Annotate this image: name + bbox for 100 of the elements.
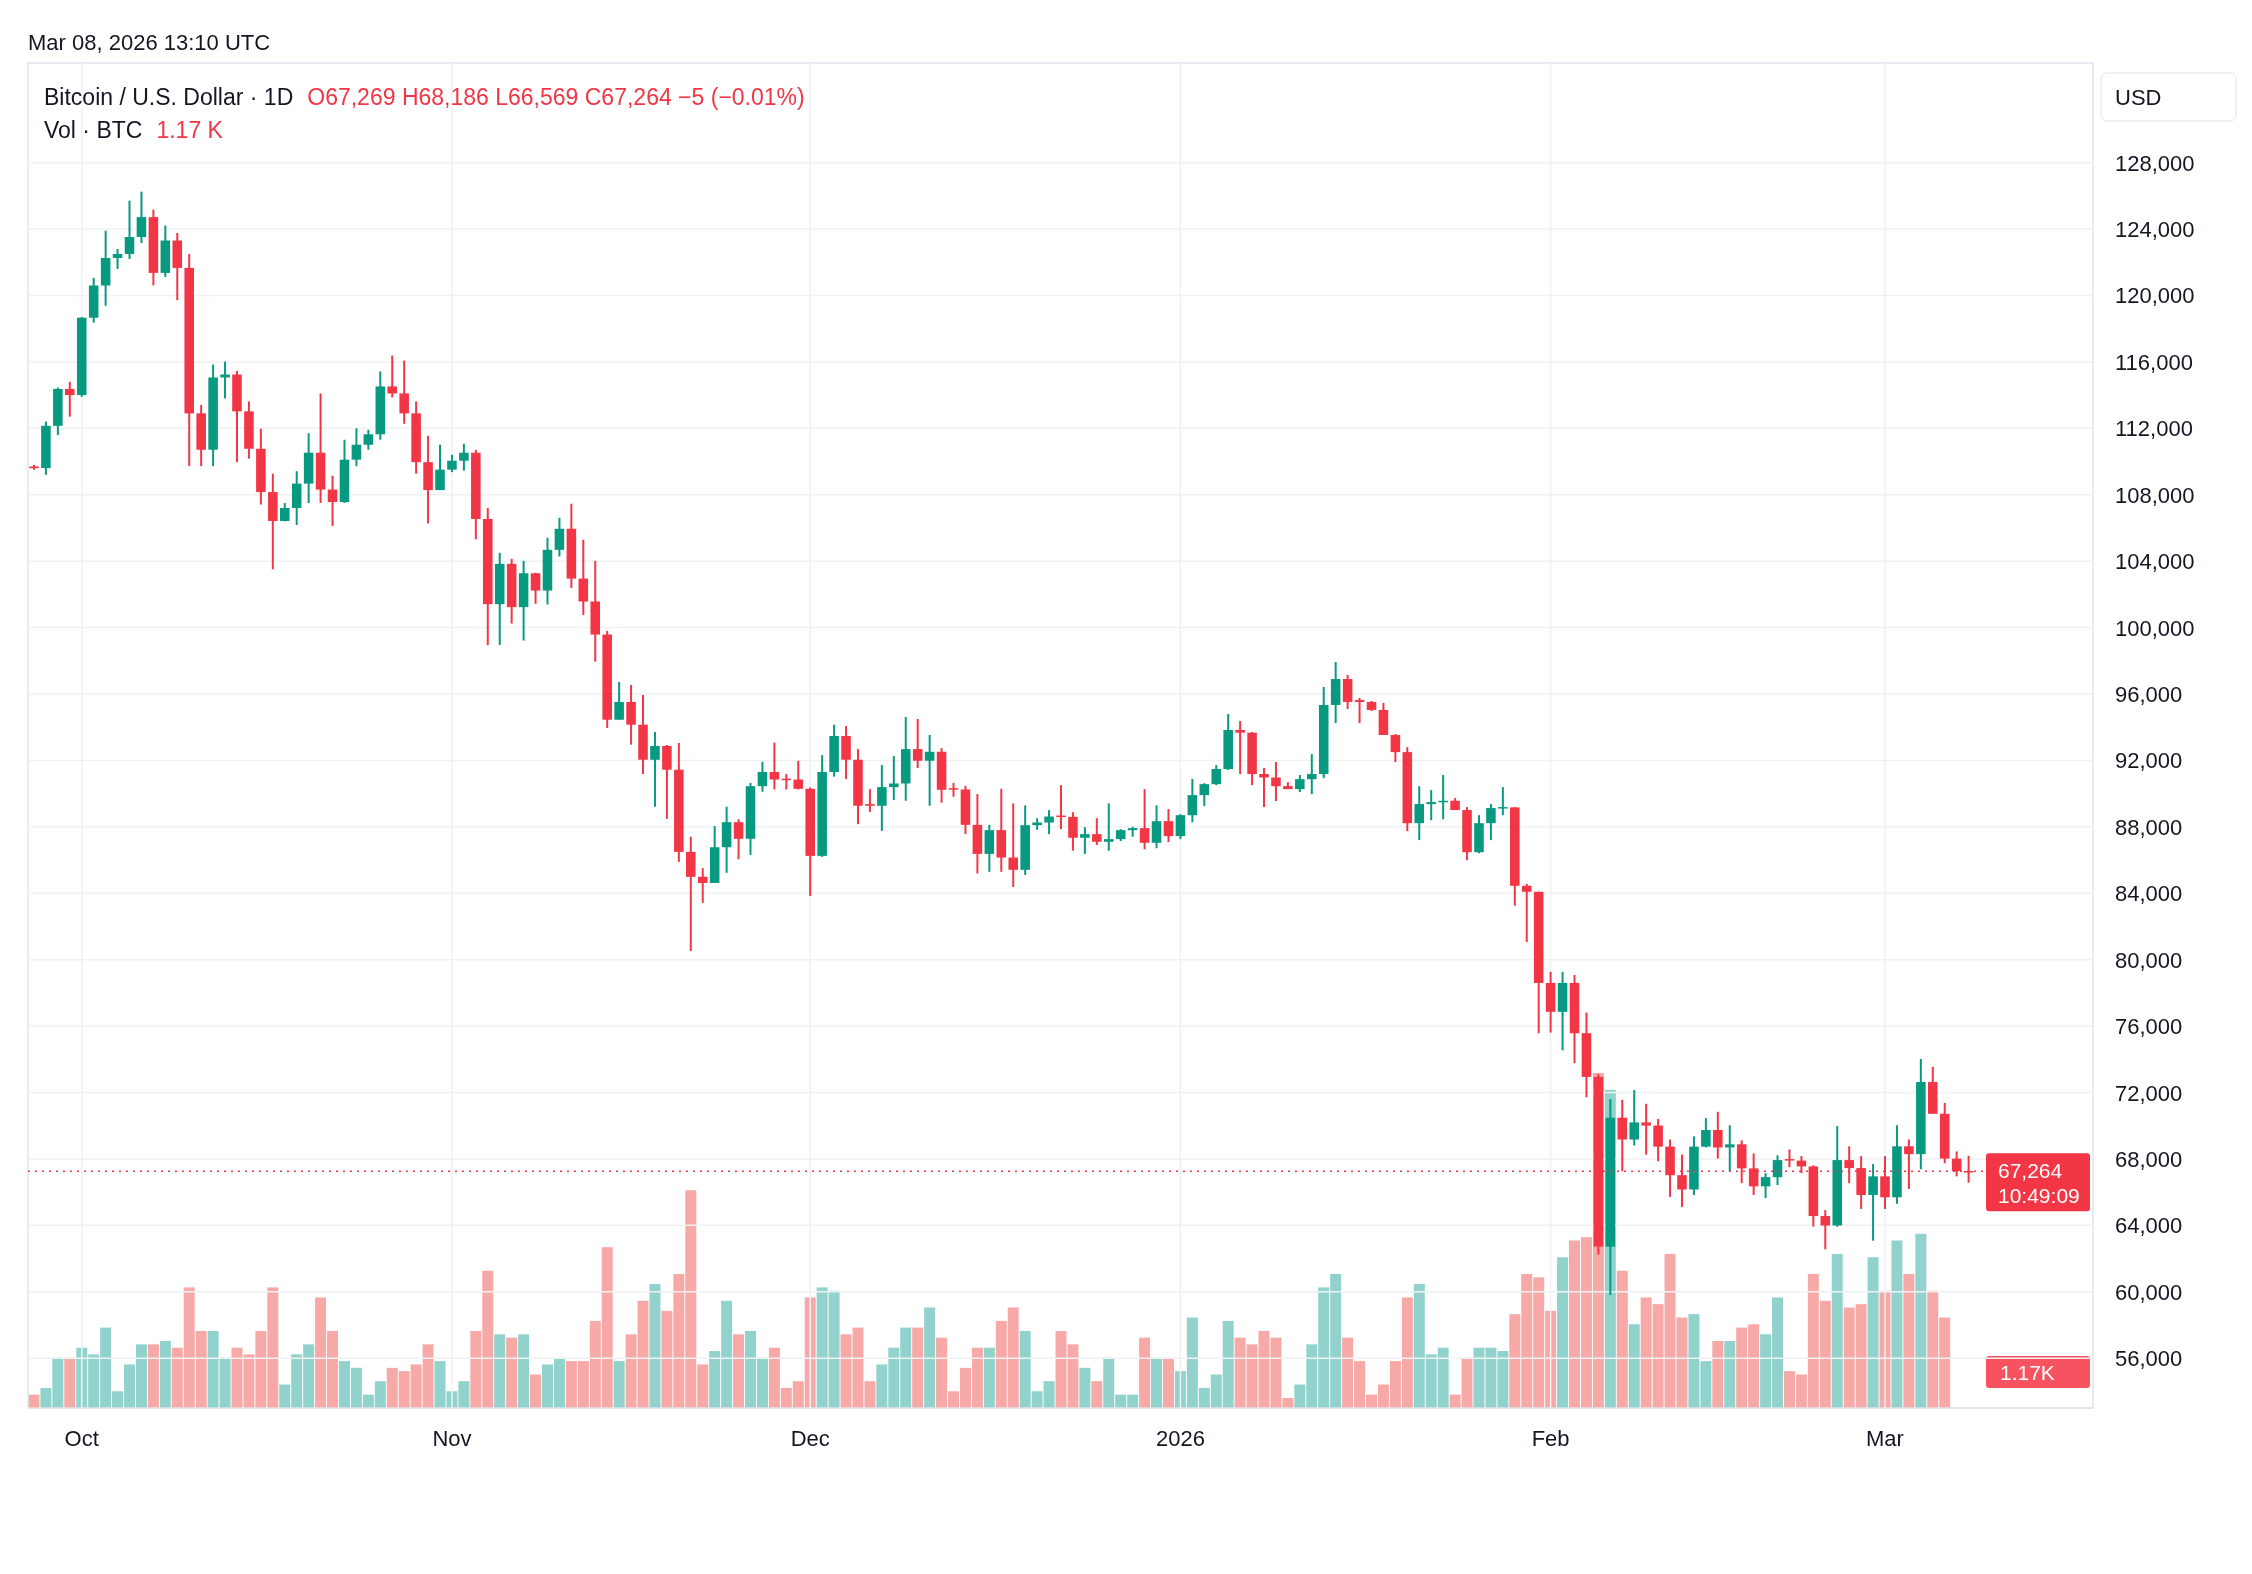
candlestick	[554, 516, 565, 558]
y-tick-label: 64,000	[2115, 1213, 2183, 1239]
candlestick	[1820, 1209, 1831, 1251]
annotation: 1.17K	[2000, 1361, 2055, 1384]
bar	[912, 1327, 924, 1408]
bar	[1616, 1270, 1628, 1408]
ref-line-label: 67,264	[1998, 1159, 2063, 1183]
y-tick-label: 124,000	[2115, 217, 2195, 243]
candlestick	[1271, 761, 1281, 803]
candlestick	[1139, 788, 1150, 851]
candlestick	[1163, 808, 1174, 844]
bar	[1139, 1337, 1151, 1408]
y-tick-label: 112,000	[2115, 416, 2193, 442]
y-tick-label: 56,000	[2115, 1346, 2183, 1372]
candlestick	[614, 681, 624, 721]
bar	[530, 1374, 542, 1408]
candlestick	[327, 474, 338, 527]
candlestick	[399, 359, 409, 425]
bar	[1867, 1257, 1879, 1408]
candlestick	[1414, 785, 1425, 842]
x-tick-label: Mar	[1866, 1426, 1904, 1451]
x-tick-label: Oct	[64, 1426, 99, 1451]
bar	[983, 1347, 995, 1408]
x-tick-label: Feb	[1531, 1426, 1570, 1451]
candlestick	[1868, 1163, 1878, 1242]
bar	[1724, 1341, 1736, 1408]
candlestick	[1354, 696, 1365, 725]
y-tick-label: 76,000	[2115, 1014, 2183, 1040]
candlestick	[1653, 1117, 1663, 1163]
candlestick	[697, 867, 708, 904]
candlestick	[889, 755, 899, 802]
y-tick-label: 72,000	[2115, 1080, 2183, 1106]
bar	[506, 1337, 518, 1408]
candlestick	[1259, 767, 1269, 809]
text: Bitcoin / U.S. Dollar · 1D	[44, 84, 294, 110]
candlestick	[1080, 826, 1090, 856]
bar	[147, 1344, 159, 1408]
candlestick	[924, 734, 935, 807]
candlestick	[1044, 809, 1054, 836]
candlestick	[1008, 802, 1018, 888]
bar	[1557, 1257, 1569, 1408]
bar	[1162, 1357, 1174, 1408]
candlestick	[757, 760, 768, 793]
candlestick	[1426, 789, 1436, 822]
candlestick	[1211, 764, 1222, 787]
candlestick	[530, 571, 541, 605]
bar	[159, 1341, 171, 1408]
candlestick	[1092, 817, 1102, 847]
annotation: 10:49:09	[1998, 1184, 2080, 1208]
candlestick	[459, 442, 469, 472]
candlestick	[124, 199, 135, 260]
bar	[613, 1361, 625, 1408]
bar	[1903, 1274, 1915, 1408]
bar	[1915, 1233, 1927, 1408]
candlestick	[1068, 811, 1078, 852]
candlestick	[1724, 1124, 1735, 1173]
y-tick-label: 80,000	[2115, 947, 2183, 973]
candlestick	[1342, 673, 1353, 710]
bar	[733, 1334, 745, 1408]
candlestick	[650, 731, 660, 808]
bar	[1091, 1381, 1103, 1408]
candlestick	[363, 428, 374, 451]
text: O67,269 H68,186 L66,569 C67,264 −5 (−0.01%)	[307, 84, 805, 110]
bar	[649, 1284, 661, 1408]
bar	[1151, 1357, 1163, 1408]
y-tick-label: 84,000	[2115, 881, 2183, 907]
bar	[1628, 1324, 1640, 1408]
y-tick-label: 108,000	[2115, 482, 2195, 508]
y-tick-label: 128,000	[2115, 150, 2195, 176]
candlestick	[733, 818, 744, 861]
x-tick-label: 2026	[1155, 1426, 1205, 1451]
candlestick	[387, 354, 398, 399]
candlestick	[984, 823, 995, 873]
y-tick-label: 68,000	[2115, 1146, 2183, 1172]
text: Mar 08, 2026 13:10 UTC	[28, 30, 271, 55]
candlestick	[435, 443, 445, 492]
x-tick-label: Nov	[432, 1426, 472, 1451]
candlestick	[1701, 1117, 1711, 1149]
candlestick	[662, 743, 672, 820]
candlestick	[1175, 813, 1186, 841]
y-tick-label: 120,000	[2115, 283, 2195, 309]
y-tick-label: 104,000	[2115, 549, 2195, 575]
chart-title: Vol · BTC	[44, 117, 143, 143]
candlestick	[912, 718, 923, 770]
bar	[64, 1357, 76, 1408]
candlestick	[793, 759, 804, 791]
candlestick	[1151, 804, 1162, 850]
y-tick-label: 96,000	[2115, 681, 2183, 707]
y-tick-label: 92,000	[2115, 748, 2183, 774]
y-tick-label: 60,000	[2115, 1279, 2183, 1305]
candlestick	[1103, 802, 1114, 852]
y-tick-label: 116,000	[2115, 349, 2193, 375]
candlestick	[1521, 882, 1532, 944]
candlestick	[1199, 782, 1210, 808]
candlestick	[877, 764, 887, 832]
candlestick	[1390, 733, 1401, 764]
candlestick	[769, 741, 780, 791]
candlestick	[841, 725, 851, 780]
y-axis-title: USD	[2115, 85, 2162, 110]
bar	[494, 1334, 506, 1408]
